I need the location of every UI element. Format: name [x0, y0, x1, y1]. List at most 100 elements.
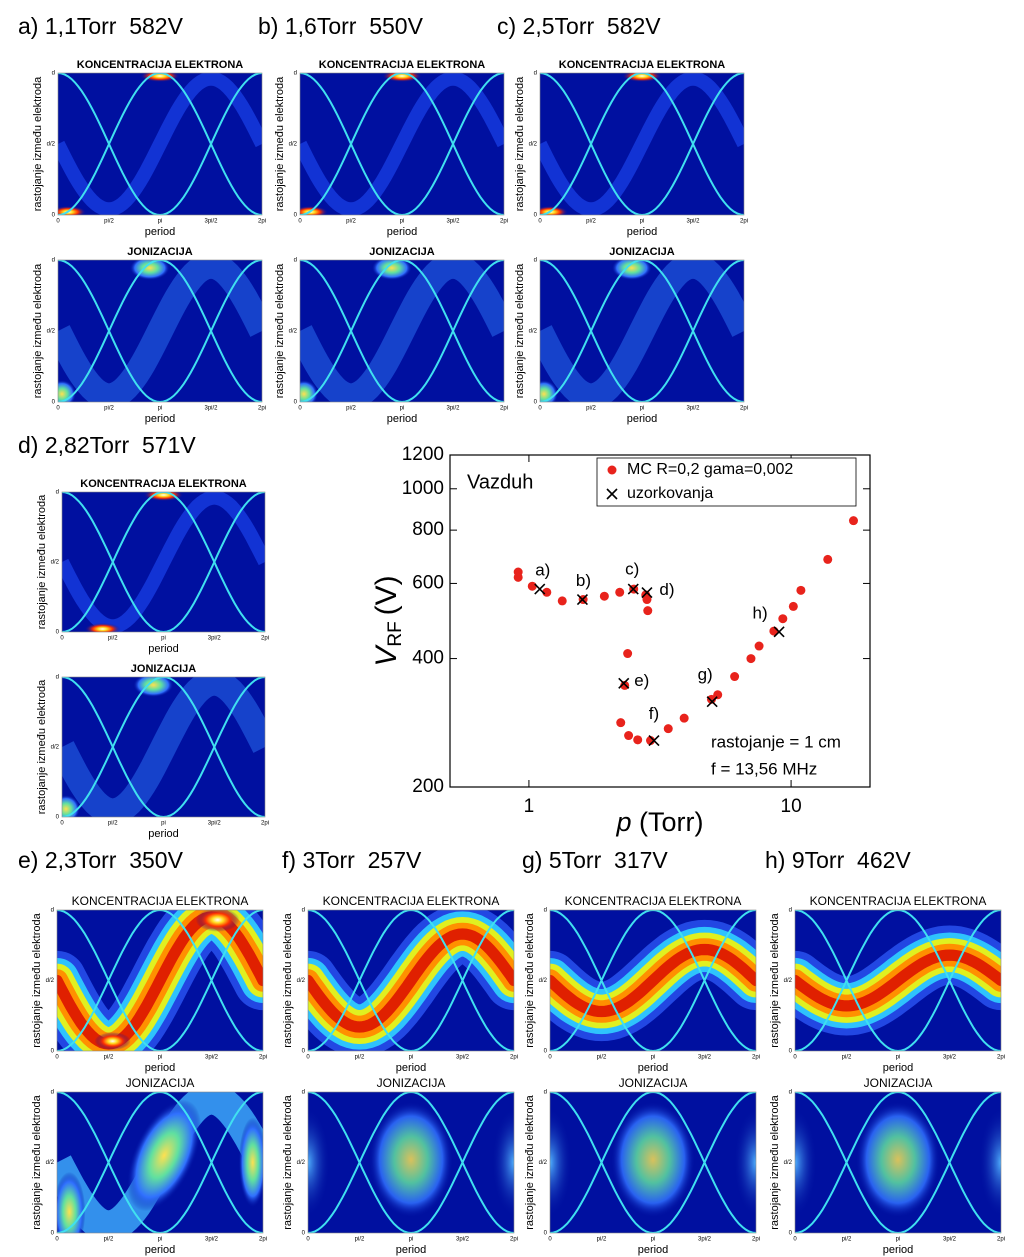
y-tick-label: d — [302, 908, 305, 914]
x-axis-label: period — [627, 226, 658, 238]
x-axis-label: period — [396, 1244, 427, 1256]
y-tick-label: d/2 — [46, 978, 55, 984]
rf-curve — [57, 1092, 263, 1233]
x-tick-label: 3pi/2 — [446, 219, 460, 225]
ionization-peak — [129, 260, 170, 280]
point-label: a) — [535, 561, 550, 580]
dot-marker — [788, 601, 798, 611]
y-axis-label: rastojanje između elektroda — [769, 912, 781, 1047]
x-tick-label: 3pi/2 — [446, 406, 460, 412]
y-tick-label: 0 — [56, 815, 60, 821]
ionization-peak — [133, 677, 174, 697]
x-tick-label: pi/2 — [104, 406, 114, 412]
x-tick-label: pi — [158, 406, 163, 412]
density-band — [550, 943, 756, 1018]
subplot-title: KONCENTRACIJA ELEKTRONA — [565, 894, 742, 908]
plot-frame — [549, 1091, 757, 1234]
x-tick-label: pi/2 — [104, 219, 114, 225]
x-tick-label: 2pi — [752, 1055, 760, 1061]
legend-marker — [606, 488, 618, 500]
rf-curve — [62, 492, 265, 632]
dot-marker — [746, 654, 756, 664]
x-tick-label: 2pi — [259, 1055, 267, 1061]
y-tick-label: d/2 — [289, 142, 298, 148]
x-axis-label: period — [396, 1062, 427, 1074]
y-axis-label: rastojanje između elektroda — [524, 1094, 536, 1229]
cross-marker — [648, 734, 660, 747]
x-tick-label: 3pi/2 — [208, 821, 222, 827]
y-tick-label: d/2 — [529, 142, 538, 148]
x-tick-label: pi/2 — [586, 219, 596, 225]
heatmap — [540, 260, 744, 402]
y-tick-label: 0 — [51, 1049, 55, 1055]
x-tick-label: 0 — [538, 219, 542, 225]
dot-marker — [616, 718, 626, 728]
density-band — [308, 928, 514, 1033]
x-axis-label: period — [145, 1244, 176, 1256]
y-axis-label: rastojanje između elektroda — [36, 679, 48, 814]
heatmap — [300, 73, 504, 215]
y-axis-label: rastojanje između elektroda — [769, 1094, 781, 1229]
ionization-peak — [611, 1101, 695, 1218]
dot-marker — [679, 713, 689, 723]
heatmap — [62, 677, 265, 817]
x-tick-label: 3pi/2 — [686, 219, 700, 225]
y-axis-label: rastojanje između elektroda — [36, 494, 48, 629]
heatmap — [550, 1092, 756, 1233]
x-tick-label: 0 — [56, 219, 60, 225]
x-tick-label: 3pi/2 — [698, 1237, 712, 1243]
y-tick-label: 0 — [544, 1231, 548, 1237]
y-tick-label: d/2 — [297, 978, 306, 984]
x-tick-label: 0 — [298, 406, 302, 412]
rf-curve — [62, 677, 265, 817]
subplot-title: JONIZACIJA — [127, 246, 192, 258]
x-tick-label: 3pi/2 — [456, 1055, 470, 1061]
y-tick-label: d — [51, 1090, 54, 1096]
x-axis-label: p (Torr) — [615, 807, 703, 837]
y-tick-label: d — [51, 908, 54, 914]
plot-frame — [299, 259, 505, 403]
y-tick-label: d/2 — [539, 1160, 548, 1166]
cross-marker — [773, 626, 785, 638]
cross-marker — [576, 593, 588, 606]
y-tick-label: 0 — [302, 1231, 306, 1237]
dot-marker — [796, 585, 806, 595]
x-tick-label: 2pi — [740, 406, 748, 412]
y-axis-label: rastojanje između elektroda — [524, 912, 536, 1047]
rf-curve — [540, 260, 744, 402]
ionization-glow — [58, 260, 262, 402]
x-tick-label: pi/2 — [597, 1055, 607, 1061]
ionization-peak — [238, 1117, 263, 1208]
x-tick-label: pi — [651, 1055, 656, 1061]
x-tick-label: 0 — [306, 1237, 310, 1243]
heatmap-background — [540, 260, 744, 402]
heatmap-background — [62, 677, 265, 817]
ionization-glow — [62, 677, 265, 817]
y-axis-label: rastojanje između elektroda — [282, 912, 294, 1047]
point-label: b) — [576, 571, 591, 590]
y-tick-label: d — [52, 71, 55, 77]
cross-marker — [706, 696, 718, 708]
x-tick-label: 3pi/2 — [204, 406, 218, 412]
y-tick-label: d — [544, 1090, 547, 1096]
subplot-title: KONCENTRACIJA ELEKTRONA — [72, 894, 249, 908]
subplot-title: JONIZACIJA — [126, 1076, 195, 1090]
x-tick-label: 0 — [548, 1055, 552, 1061]
ionization-peak — [369, 1101, 453, 1218]
x-tick-label: 0 — [306, 1055, 310, 1061]
dot-marker — [663, 724, 673, 734]
x-axis-label: period — [627, 413, 658, 425]
panel-label: e) 2,3Torr 350V — [18, 847, 184, 873]
x-tick-label: pi/2 — [108, 821, 118, 827]
ionization-peak — [734, 1107, 756, 1218]
y-tick-label: d — [302, 1090, 305, 1096]
density-peak — [94, 1032, 131, 1051]
x-tick-label: 2pi — [259, 1237, 267, 1243]
heatmap — [308, 910, 514, 1051]
y-tick-label: 600 — [412, 572, 444, 593]
annotation: rastojanje = 1 cm — [711, 732, 841, 751]
plot-frame — [61, 491, 266, 633]
y-tick-label: d/2 — [297, 1160, 306, 1166]
ionization-peak — [492, 1107, 514, 1218]
subplot-title: JONIZACIJA — [369, 246, 434, 258]
